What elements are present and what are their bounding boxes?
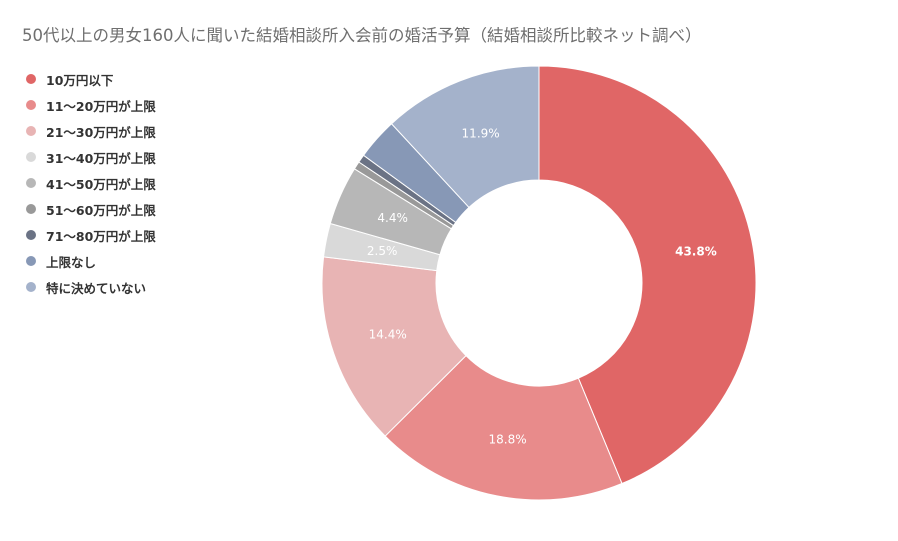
legend-swatch bbox=[26, 152, 36, 162]
legend-swatch bbox=[26, 282, 36, 292]
slice-data-label: 11.9% bbox=[462, 127, 500, 141]
legend-swatch bbox=[26, 204, 36, 214]
legend-label: 21～30万円が上限 bbox=[46, 124, 156, 140]
slice-data-label: 4.4% bbox=[377, 211, 408, 225]
chart-title: 50代以上の男女160人に聞いた結婚相談所入会前の婚活予算（結婚相談所比較ネット… bbox=[22, 26, 702, 45]
legend-label: 51～60万円が上限 bbox=[46, 202, 156, 218]
legend-item: 41～50万円が上限 bbox=[26, 170, 156, 196]
legend-label: 11～20万円が上限 bbox=[46, 98, 156, 114]
legend-swatch bbox=[26, 74, 36, 84]
donut-slice bbox=[538, 65, 757, 485]
slice-data-label: 14.4% bbox=[369, 328, 407, 342]
legend-item: 特に決めていない bbox=[26, 274, 156, 300]
slice-data-label: 43.8% bbox=[675, 244, 717, 258]
legend-swatch bbox=[26, 100, 36, 110]
legend: 10万円以下 11～20万円が上限 21～30万円が上限 31～40万円が上限 41～5… bbox=[26, 66, 156, 300]
legend-label: 10万円以下 bbox=[46, 72, 114, 88]
legend-item: 31～40万円が上限 bbox=[26, 144, 156, 170]
legend-item: 11～20万円が上限 bbox=[26, 92, 156, 118]
donut-slice bbox=[390, 65, 540, 209]
legend-swatch bbox=[26, 126, 36, 136]
legend-item: 10万円以下 bbox=[26, 66, 156, 92]
legend-label: 31～40万円が上限 bbox=[46, 150, 156, 166]
legend-item: 51～60万円が上限 bbox=[26, 196, 156, 222]
legend-swatch bbox=[26, 230, 36, 240]
slice-data-label: 2.5% bbox=[367, 244, 398, 258]
slice-data-label: 18.8% bbox=[489, 432, 527, 446]
legend-label: 特に決めていない bbox=[46, 280, 147, 296]
legend-label: 上限なし bbox=[46, 254, 97, 270]
legend-item: 21～30万円が上限 bbox=[26, 118, 156, 144]
legend-item: 71～80万円が上限 bbox=[26, 222, 156, 248]
donut-slice bbox=[384, 354, 623, 501]
legend-label: 71～80万円が上限 bbox=[46, 228, 156, 244]
legend-swatch bbox=[26, 256, 36, 266]
legend-swatch bbox=[26, 178, 36, 188]
legend-item: 上限なし bbox=[26, 248, 156, 274]
legend-label: 41～50万円が上限 bbox=[46, 176, 156, 192]
